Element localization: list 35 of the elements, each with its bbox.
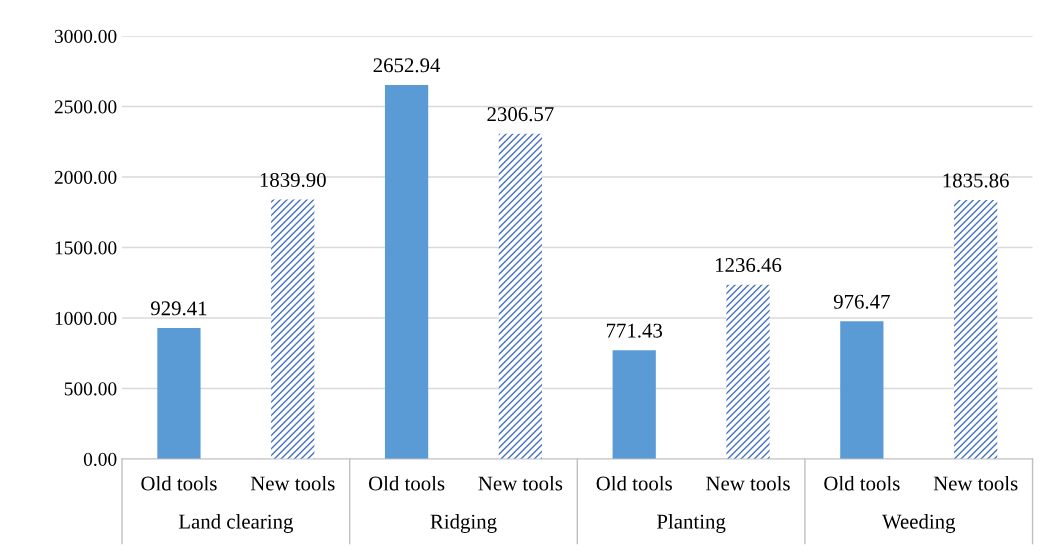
data-label: 929.41 <box>150 301 207 316</box>
bar <box>498 133 543 459</box>
text: Old tools <box>824 475 900 491</box>
text: New tools <box>933 475 1018 491</box>
bar <box>157 327 201 459</box>
bar <box>384 84 429 459</box>
bar <box>612 350 656 459</box>
bar <box>271 199 315 459</box>
y-tick-label: 1000.00 <box>55 311 117 325</box>
text: Old tools <box>596 475 672 491</box>
x-tick-label: Weeding <box>882 513 956 533</box>
data-label: 1839.90 <box>260 172 326 188</box>
x-tick-label: Ridging <box>430 513 497 533</box>
text: New tools <box>706 475 790 491</box>
data-label: 1236.46 <box>716 258 782 273</box>
y-tick-label: 500.00 <box>64 382 117 396</box>
y-tick-label: 2500.00 <box>54 100 117 114</box>
data-label: 771.43 <box>606 323 663 338</box>
data-label: 976.47 <box>833 294 890 309</box>
y-tick-label: 2000.00 <box>54 170 117 184</box>
data-label: 1835.86 <box>943 173 1009 188</box>
bar <box>726 284 770 459</box>
text: New tools <box>478 475 563 491</box>
series-label: New tools <box>250 475 335 491</box>
bar <box>840 321 884 459</box>
text: Old tools <box>368 475 445 491</box>
series-label: Old tools <box>141 475 217 491</box>
x-tick-label: Land clearing <box>178 513 293 533</box>
bar <box>954 200 998 459</box>
data-label: 2306.57 <box>487 107 554 122</box>
y-tick-label: 0.00 <box>83 452 117 467</box>
y-tick-label: 3000.00 <box>54 29 117 43</box>
x-tick-label: Planting <box>656 513 726 533</box>
y-tick-label: 1500.00 <box>55 241 117 255</box>
data-label: 2652.94 <box>373 58 441 73</box>
